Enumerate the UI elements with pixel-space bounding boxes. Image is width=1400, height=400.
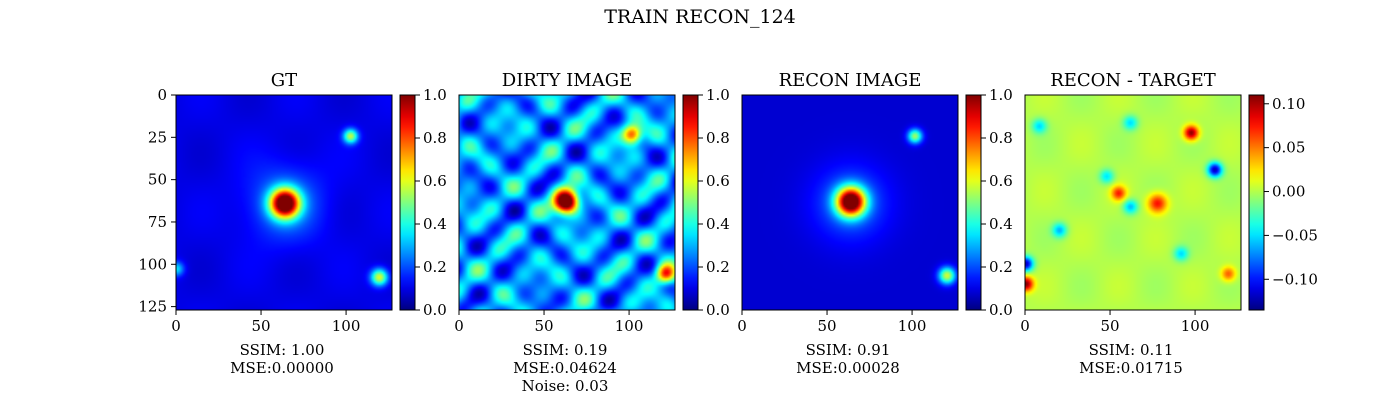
x-tick-label: 0	[737, 317, 747, 335]
x-tick-label: 50	[1100, 317, 1119, 335]
panel-title: GT	[271, 70, 297, 91]
panel-caption-line: Noise: 0.03	[522, 377, 609, 395]
x-tick-label: 100	[615, 317, 644, 335]
panel-caption-line: MSE:0.04624	[513, 359, 617, 377]
y-tick-label: 50	[148, 171, 167, 189]
panel-caption-line: SSIM: 0.91	[806, 341, 891, 359]
x-tick-label: 0	[454, 317, 464, 335]
heatmap-image	[459, 95, 675, 310]
colorbar-tick-label: 0.00	[1272, 183, 1305, 201]
colorbar-tick-label: 0.4	[423, 215, 447, 233]
x-tick-label: 100	[898, 317, 927, 335]
colorbar-tick-label: 0.0	[423, 301, 447, 319]
plot-frame	[1024, 94, 1242, 311]
colorbar-tick-label: 0.0	[989, 301, 1013, 319]
panel-1: GT 0 50 100 0 25 50 75 100 125 0.0 0.2 0.4 0.6 0.8 1.0 S…	[138, 70, 447, 377]
x-tick-label: 0	[171, 317, 181, 335]
colorbar-tick-label: 0.2	[989, 258, 1013, 276]
colorbar-tick-label: 0.0	[706, 301, 730, 319]
colorbar	[682, 94, 699, 311]
colorbar-tick-label: 0.4	[989, 215, 1013, 233]
panel-title: DIRTY IMAGE	[502, 70, 632, 91]
x-tick-label: 50	[251, 317, 270, 335]
colorbar-tick-label: 0.05	[1272, 139, 1305, 157]
colorbar	[399, 94, 416, 311]
figure-title: TRAIN RECON_124	[604, 6, 796, 28]
colorbar-tick-label: 0.8	[706, 129, 730, 147]
panel-2: DIRTY IMAGE 0 50 100 0.0 0.2 0.4 0.6 0.8 1.0 SSIM:…	[454, 70, 730, 395]
colorbar-tick-label: 1.0	[706, 86, 730, 104]
colorbar-tick-label: 0.6	[706, 172, 730, 190]
colorbar-tick-label: 0.4	[706, 215, 730, 233]
colorbar-tick-label: 1.0	[423, 86, 447, 104]
y-tick-label: 25	[148, 128, 167, 146]
plot-frame	[175, 94, 393, 311]
panel-3: RECON IMAGE 0 50 100 0.0 0.2 0.4 0.6 0.8 1.0 SSIM:…	[737, 70, 1013, 377]
colorbar-tick-label: −0.05	[1272, 226, 1318, 244]
x-tick-label: 50	[817, 317, 836, 335]
colorbar-tick-label: 0.8	[423, 129, 447, 147]
colorbar-tick-label: 0.2	[706, 258, 730, 276]
x-tick-label: 0	[1020, 317, 1030, 335]
y-tick-label: 0	[157, 86, 167, 104]
x-tick-label: 50	[534, 317, 553, 335]
colorbar-tick-label: 0.6	[423, 172, 447, 190]
colorbar-tick-label: 0.6	[989, 172, 1013, 190]
panel-4: RECON - TARGET 0 50 100 0.10 0.05 0.00 −0.05 −0.…	[1020, 70, 1318, 377]
heatmap-image	[742, 95, 958, 310]
heatmap-image	[1025, 95, 1241, 310]
colorbar-tick-label: 1.0	[989, 86, 1013, 104]
panel-title: RECON IMAGE	[779, 70, 922, 91]
colorbar-tick-label: 0.10	[1272, 95, 1305, 113]
panel-caption-line: MSE:0.00028	[796, 359, 900, 377]
colorbar	[1248, 94, 1265, 311]
panel-caption-line: SSIM: 0.11	[1089, 341, 1174, 359]
x-tick-label: 100	[1181, 317, 1210, 335]
colorbar	[965, 94, 982, 311]
plot-frame	[458, 94, 676, 311]
panel-caption-line: SSIM: 1.00	[240, 341, 325, 359]
y-tick-label: 100	[138, 255, 167, 273]
y-tick-label: 125	[138, 298, 167, 316]
colorbar-tick-label: 0.2	[423, 258, 447, 276]
y-tick-label: 75	[148, 213, 167, 231]
x-tick-label: 100	[332, 317, 361, 335]
panel-caption-line: SSIM: 0.19	[523, 341, 608, 359]
panel-caption-line: MSE:0.01715	[1079, 359, 1183, 377]
colorbar-tick-label: 0.8	[989, 129, 1013, 147]
plot-frame	[741, 94, 959, 311]
panel-title: RECON - TARGET	[1050, 70, 1216, 91]
heatmap-image	[176, 95, 392, 310]
panel-caption-line: MSE:0.00000	[230, 359, 334, 377]
colorbar-tick-label: −0.10	[1272, 270, 1318, 288]
